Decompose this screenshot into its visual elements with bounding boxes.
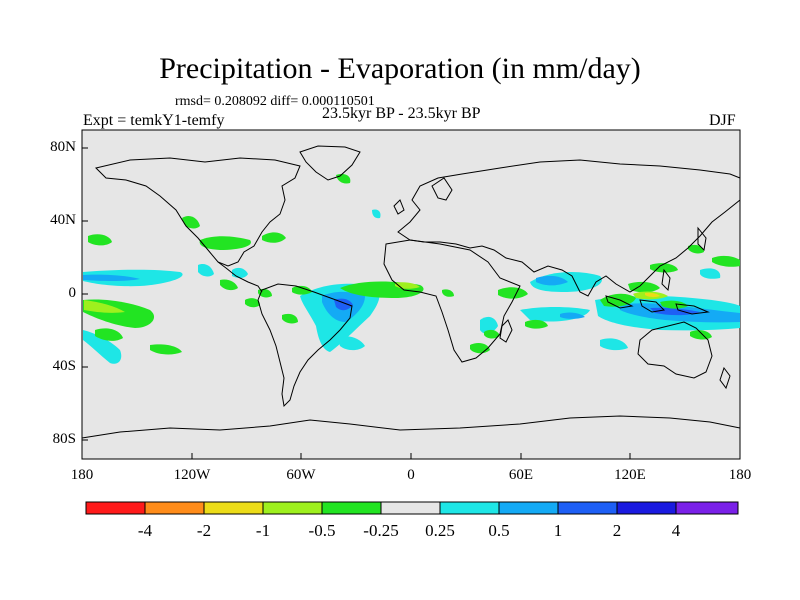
- colorbar-label: 0.5: [488, 521, 510, 540]
- colorbar-label: 0.25: [425, 521, 455, 540]
- colorbar-box: [439, 501, 500, 515]
- colorbar-label: 2: [612, 521, 622, 540]
- colorbar-box: [262, 501, 323, 515]
- colorbar-box: [498, 501, 559, 515]
- colorbar-box: [675, 501, 739, 515]
- colorbar-label: -2: [196, 521, 212, 540]
- lon-label: 120E: [614, 467, 646, 483]
- negative-anomalies: [83, 173, 740, 355]
- lat-label: 0: [68, 285, 77, 301]
- lon-label: 180: [728, 467, 752, 483]
- colorbar-label: -1: [255, 521, 271, 540]
- colorbar-box: [380, 501, 441, 515]
- lon-label: 120W: [173, 467, 211, 483]
- plot-title: Precipitation - Evaporation (in mm/day): [159, 52, 641, 85]
- lat-label: 40N: [50, 212, 76, 228]
- lon-label: 0: [407, 467, 415, 483]
- lon-label: 60W: [286, 467, 316, 483]
- colorbar-box: [203, 501, 264, 515]
- statistics-text: rmsd= 0.208092 diff= 0.000110501: [175, 94, 375, 109]
- coastlines: [81, 145, 741, 439]
- colorbar-box: [85, 501, 146, 515]
- colorbar: [85, 501, 739, 515]
- colorbar-label: -0.25: [363, 521, 399, 540]
- lon-label: 60E: [508, 467, 534, 483]
- colorbar-box: [557, 501, 618, 515]
- axis-ticks: [81, 147, 741, 459]
- lon-label: 180: [70, 467, 94, 483]
- colorbar-label: -4: [137, 521, 153, 540]
- colorbar-label: 1: [553, 521, 563, 540]
- colorbar-label: -0.5: [308, 521, 336, 540]
- colorbar-label: 4: [671, 521, 681, 540]
- positive-anomalies: [83, 209, 740, 364]
- lat-label: 80S: [52, 431, 76, 447]
- experiment-label: Expt = temkY1-temfy: [83, 112, 225, 129]
- colorbar-box: [321, 501, 382, 515]
- lat-label: 40S: [52, 358, 76, 374]
- colorbar-box: [144, 501, 205, 515]
- lat-label: 80N: [50, 139, 76, 155]
- period-text: 23.5kyr BP - 23.5kyr BP: [322, 105, 481, 122]
- colorbar-box: [616, 501, 677, 515]
- season-label: DJF: [709, 112, 736, 129]
